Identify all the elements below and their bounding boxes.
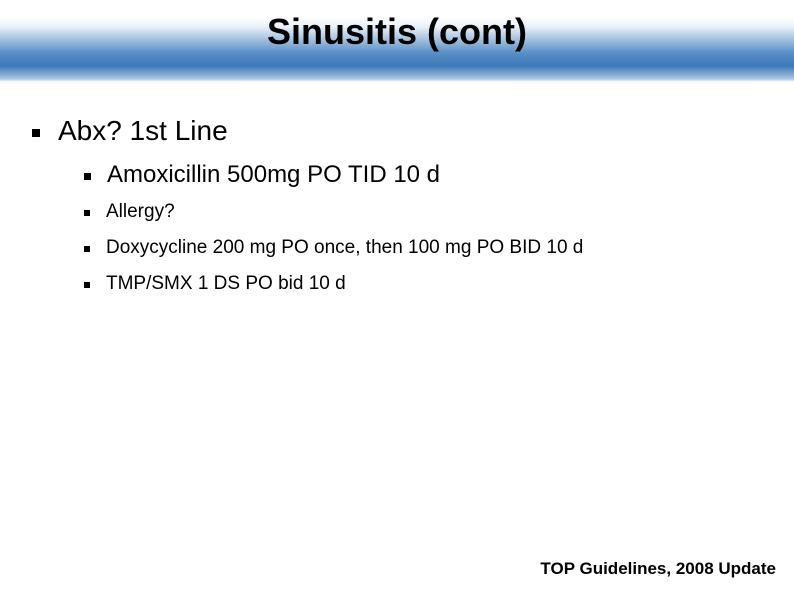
bullet-text: Amoxicillin 500mg PO TID 10 d — [107, 161, 440, 189]
bullet-text: Allergy? — [106, 201, 175, 223]
bullet-text: TMP/SMX 1 DS PO bid 10 d — [106, 273, 346, 295]
bullet-level2: Allergy? — [84, 201, 762, 223]
slide-title: Sinusitis (cont) — [267, 11, 527, 53]
square-bullet-icon — [32, 129, 40, 137]
square-bullet-icon — [84, 173, 91, 180]
bullet-level2: Doxycycline 200 mg PO once, then 100 mg … — [84, 237, 762, 259]
bullet-level2: Amoxicillin 500mg PO TID 10 d — [84, 161, 762, 189]
slide: Sinusitis (cont) Abx? 1st Line Amoxicill… — [0, 0, 794, 595]
bullet-text: Abx? 1st Line — [58, 115, 228, 147]
bullet-level1: Abx? 1st Line — [32, 115, 762, 147]
title-band: Sinusitis (cont) — [0, 17, 794, 82]
footer-citation: TOP Guidelines, 2008 Update — [540, 559, 776, 579]
slide-body: Abx? 1st Line Amoxicillin 500mg PO TID 1… — [32, 115, 762, 309]
square-bullet-icon — [84, 210, 90, 216]
bullet-level2: TMP/SMX 1 DS PO bid 10 d — [84, 273, 762, 295]
bullet-text: Doxycycline 200 mg PO once, then 100 mg … — [106, 237, 583, 259]
square-bullet-icon — [84, 282, 90, 288]
square-bullet-icon — [84, 246, 90, 252]
